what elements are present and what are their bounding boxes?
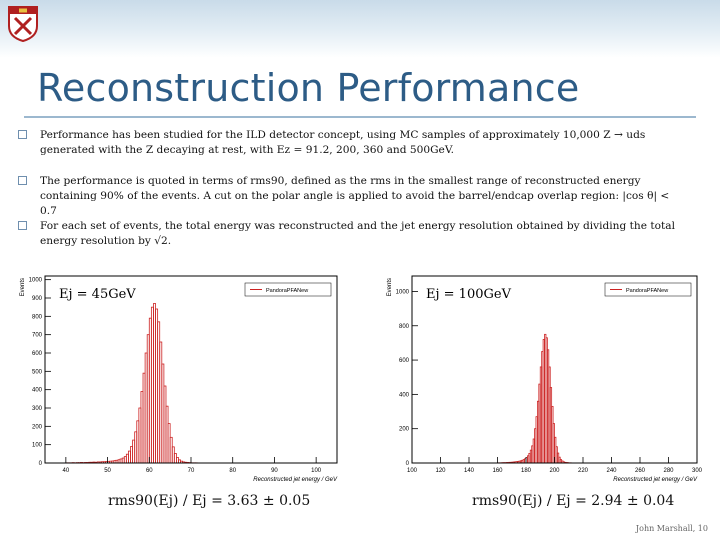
title-divider (24, 116, 696, 118)
x-tick-label: 280 (663, 468, 674, 474)
x-tick-label: 300 (692, 468, 703, 474)
header-band (0, 0, 720, 58)
energy-annotation: Ej = 100GeV (426, 287, 512, 302)
x-tick-label: 160 (492, 468, 503, 474)
y-tick-label: 400 (399, 392, 410, 398)
legend-label: PandoraPFANew (266, 288, 308, 294)
x-tick-label: 60 (146, 468, 153, 474)
histogram-45gev: 40 50 60 70 80 90 1000100200300400500600700800… (15, 268, 345, 483)
page-title: Reconstruction Performance (37, 66, 580, 110)
x-tick-label: 100 (311, 468, 322, 474)
bullet-square-icon (18, 130, 27, 139)
university-crest-icon (8, 6, 38, 42)
x-tick-label: 70 (188, 468, 195, 474)
x-tick-label: 200 (549, 468, 560, 474)
bullet-item: Performance has been studied for the ILD… (18, 128, 688, 158)
plot-background (15, 268, 345, 483)
x-tick-label: 180 (521, 468, 532, 474)
bullet-item: For each set of events, the total energy… (18, 219, 688, 249)
x-tick-label: 50 (104, 468, 111, 474)
y-tick-label: 600 (399, 358, 410, 364)
y-tick-label: 600 (32, 351, 43, 357)
y-tick-label: 500 (32, 369, 43, 375)
resolution-45gev-text: rms90(Ej) / Ej = 3.63 ± 0.05 (108, 493, 311, 509)
legend-box (244, 282, 332, 297)
y-tick-label: 300 (32, 406, 43, 412)
y-tick-label: 700 (32, 333, 43, 339)
y-tick-label: 0 (39, 461, 43, 467)
bullet-text: For each set of events, the total energy… (40, 220, 675, 247)
y-tick-label: 1000 (396, 289, 410, 295)
x-tick-label: 220 (578, 468, 589, 474)
y-tick-label: 900 (32, 296, 43, 302)
x-tick-label: 100 (407, 468, 418, 474)
y-tick-label: 1000 (29, 278, 43, 284)
legend-box (604, 282, 692, 297)
x-tick-label: 120 (435, 468, 446, 474)
footer-credit: John Marshall, 10 (635, 524, 708, 533)
bullet-item: The performance is quoted in terms of rm… (18, 174, 688, 219)
x-axis-label: Reconstructed jet energy / GeV (253, 477, 338, 483)
y-axis-label: Events (387, 278, 393, 296)
legend-label: PandoraPFANew (626, 288, 668, 294)
resolution-100gev-text: rms90(Ej) / Ej = 2.94 ± 0.04 (472, 493, 675, 509)
bullet-square-icon (18, 176, 27, 185)
histogram-100gev: 100 120 140 160 180 200 220 240 260 280 300 0 200 400… (382, 268, 704, 483)
x-tick-label: 40 (63, 468, 70, 474)
x-tick-label: 240 (606, 468, 617, 474)
x-tick-label: 90 (271, 468, 278, 474)
x-tick-label: 260 (635, 468, 646, 474)
y-tick-label: 800 (399, 324, 410, 330)
x-tick-label: 140 (464, 468, 475, 474)
y-tick-label: 400 (32, 388, 43, 394)
x-tick-label: 80 (229, 468, 236, 474)
bullet-square-icon (18, 221, 27, 230)
x-axis-label: Reconstructed jet energy / GeV (613, 477, 698, 483)
y-tick-label: 0 (406, 461, 410, 467)
energy-annotation: Ej = 45GeV (59, 287, 136, 302)
y-tick-label: 100 (32, 443, 43, 449)
y-tick-label: 800 (32, 314, 43, 320)
y-tick-label: 200 (399, 427, 410, 433)
y-tick-label: 200 (32, 424, 43, 430)
bullet-text: The performance is quoted in terms of rm… (40, 175, 670, 217)
y-axis-label: Events (20, 278, 26, 296)
bullet-text: Performance has been studied for the ILD… (40, 129, 646, 156)
